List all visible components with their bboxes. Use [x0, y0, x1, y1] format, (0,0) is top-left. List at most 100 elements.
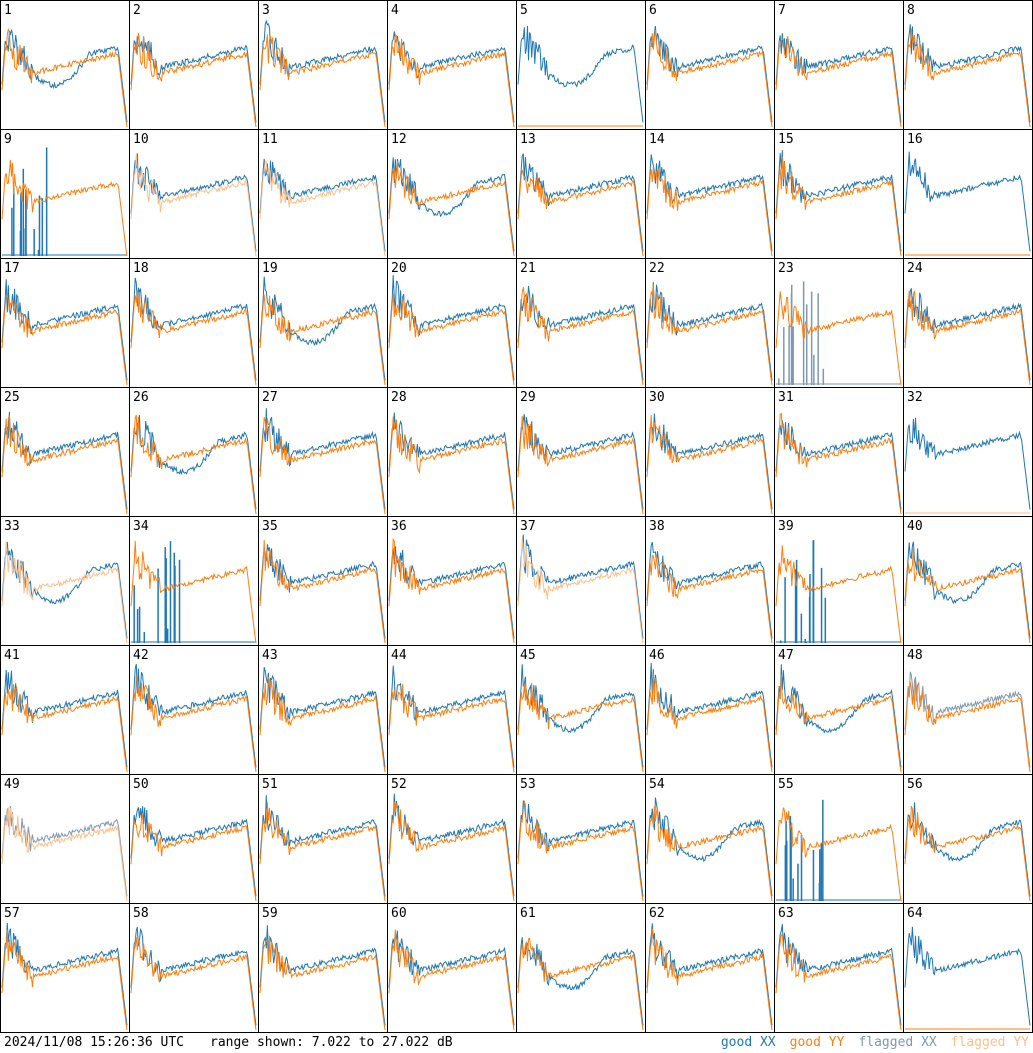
- trace-xx-28: [388, 412, 515, 510]
- panel-label-56: 56: [907, 777, 923, 792]
- panel-label-24: 24: [907, 261, 923, 276]
- panel-label-25: 25: [4, 390, 20, 405]
- trace-xx-25: [1, 411, 128, 510]
- trace-yy-35: [259, 540, 386, 644]
- trace-yy-41: [1, 684, 128, 773]
- trace-yy-34: [130, 540, 257, 644]
- trace-yy-21: [517, 287, 644, 386]
- trace-yy-40: [904, 546, 1031, 644]
- trace-xx-10: [130, 153, 257, 252]
- trace-yy-1: [1, 28, 128, 128]
- trace-xx-3: [259, 19, 386, 123]
- trace-xx-8: [904, 24, 1031, 123]
- trace-xx-spikes-55: [784, 799, 824, 901]
- trace-xx-17: [1, 279, 128, 381]
- trace-xx-42: [130, 663, 257, 768]
- panel-label-51: 51: [262, 777, 278, 792]
- trace-yy-54: [646, 806, 773, 902]
- trace-xx-spikes-34: [133, 541, 181, 643]
- trace-yy-23: [775, 291, 902, 386]
- trace-yy-12: [388, 160, 515, 257]
- trace-xx-spikes-9: [11, 147, 48, 256]
- trace-yy-18: [130, 290, 257, 386]
- trace-xx-36: [388, 546, 515, 639]
- trace-xx-43: [259, 667, 386, 768]
- panel-label-39: 39: [778, 519, 794, 534]
- panel-label-18: 18: [133, 261, 149, 276]
- legend-word: good: [720, 1035, 753, 1050]
- trace-xx-16: [904, 151, 1031, 252]
- trace-yy-44: [388, 684, 515, 773]
- panel-label-1: 1: [4, 3, 12, 18]
- panel-label-30: 30: [649, 390, 665, 405]
- legend-word: flagged: [950, 1035, 1006, 1050]
- panel-label-2: 2: [133, 3, 141, 18]
- panel-label-59: 59: [262, 906, 278, 921]
- panel-label-13: 13: [520, 132, 536, 147]
- panel-label-14: 14: [649, 132, 665, 147]
- trace-yy-10: [130, 153, 257, 257]
- trace-yy-29: [517, 415, 644, 515]
- trace-yy-39: [775, 545, 902, 644]
- trace-yy-2: [130, 32, 257, 128]
- legend-word: good: [789, 1035, 821, 1050]
- trace-xx-7: [775, 33, 902, 123]
- panel-label-8: 8: [907, 3, 915, 18]
- legend: good XX good YY flagged XX flagged YY: [721, 1033, 1029, 1053]
- trace-xx-54: [646, 797, 773, 897]
- trace-xx-1: [1, 29, 128, 123]
- panel-label-29: 29: [520, 390, 536, 405]
- panel-label-16: 16: [907, 132, 923, 147]
- trace-yy-22: [646, 284, 773, 386]
- panel-label-47: 47: [778, 648, 794, 663]
- trace-yy-20: [388, 293, 515, 386]
- trace-xx-44: [388, 665, 515, 768]
- panel-label-23: 23: [778, 261, 794, 276]
- panel-label-64: 64: [907, 906, 923, 921]
- trace-xx-22: [646, 282, 773, 381]
- panel-label-61: 61: [520, 906, 536, 921]
- panel-label-53: 53: [520, 777, 536, 792]
- trace-yy-63: [775, 932, 902, 1031]
- panel-label-38: 38: [649, 519, 665, 534]
- panel-label-6: 6: [649, 3, 657, 18]
- timestamp: 2024/11/08 15:26:36 UTC: [4, 1035, 185, 1050]
- trace-xx-29: [517, 414, 644, 510]
- range-text: range shown: 7.022 to 27.022 dB: [210, 1035, 453, 1050]
- trace-yy-60: [388, 929, 515, 1031]
- trace-xx-spikes-23: [778, 281, 825, 385]
- trace-xx-spikes-39: [779, 540, 827, 643]
- trace-yy-46: [646, 673, 773, 773]
- panel-label-48: 48: [907, 648, 923, 663]
- trace-xx-11: [259, 158, 386, 252]
- panel-label-26: 26: [133, 390, 149, 405]
- panel-label-12: 12: [391, 132, 407, 147]
- trace-yy-49: [1, 807, 128, 902]
- panel-label-42: 42: [133, 648, 149, 663]
- panel-label-10: 10: [133, 132, 149, 147]
- panel-label-62: 62: [649, 906, 665, 921]
- trace-xx-31: [775, 420, 902, 510]
- panel-label-17: 17: [4, 261, 20, 276]
- panel-label-20: 20: [391, 261, 407, 276]
- panel-label-5: 5: [520, 3, 528, 18]
- trace-xx-37: [517, 534, 644, 639]
- trace-yy-62: [646, 928, 773, 1031]
- trace-xx-41: [1, 669, 128, 768]
- legend-word: flagged: [858, 1035, 914, 1050]
- panel-label-9: 9: [4, 132, 12, 147]
- trace-yy-26: [130, 414, 257, 515]
- panel-label-57: 57: [4, 906, 20, 921]
- panel-label-60: 60: [391, 906, 407, 921]
- trace-xx-50: [130, 806, 257, 897]
- trace-xx-49: [1, 805, 128, 897]
- trace-xx-32: [904, 417, 1031, 510]
- legend-pol: YY: [1013, 1035, 1029, 1050]
- panel-label-31: 31: [778, 390, 794, 405]
- panel-label-46: 46: [649, 648, 665, 663]
- panel-label-27: 27: [262, 390, 278, 405]
- trace-xx-26: [130, 414, 257, 510]
- legend-pol: XX: [759, 1035, 776, 1050]
- panel-label-28: 28: [391, 390, 407, 405]
